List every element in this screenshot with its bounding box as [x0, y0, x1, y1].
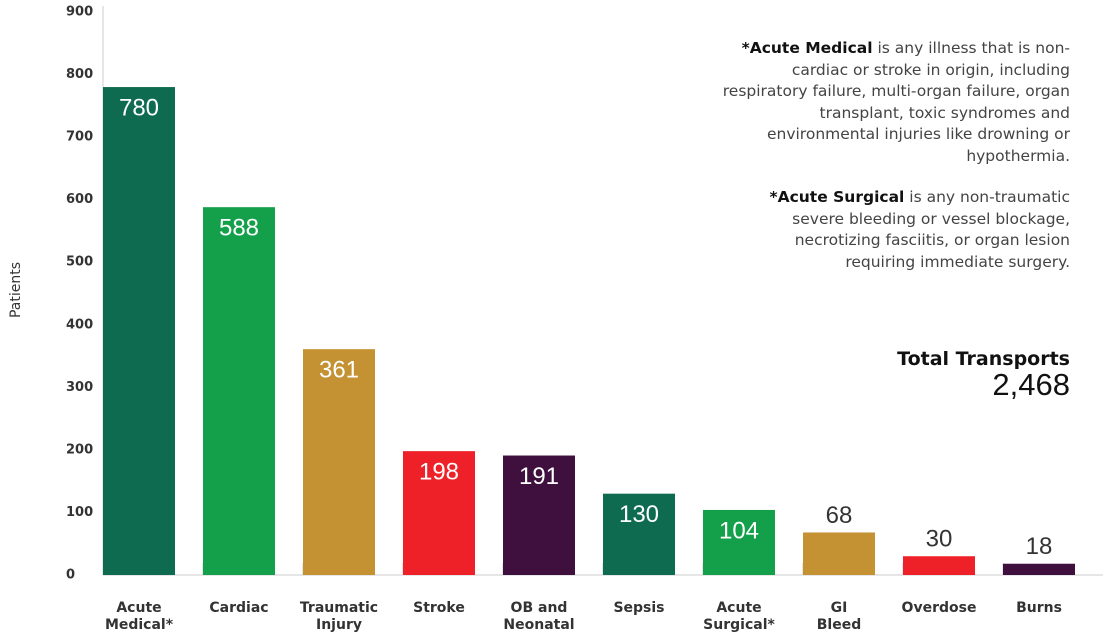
x-tick-label: OB and — [511, 600, 568, 616]
total-value: 2,468 — [992, 367, 1070, 402]
bar — [103, 87, 175, 576]
x-tick-label: Acute — [116, 600, 161, 616]
value-label: 68 — [826, 502, 853, 529]
value-label: 18 — [1026, 533, 1053, 560]
x-tick-label: Medical* — [105, 617, 174, 633]
value-label: 361 — [319, 357, 359, 384]
x-tick-label: Cardiac — [209, 600, 268, 616]
note-bold: *Acute Medical — [741, 39, 873, 57]
notes: *Acute Medical is any illness that is no… — [720, 38, 1070, 293]
value-label: 30 — [926, 526, 953, 553]
x-tick-label: Bleed — [817, 617, 861, 633]
x-tick-label: Acute — [716, 600, 761, 616]
bar — [403, 451, 475, 575]
value-label: 780 — [119, 94, 159, 121]
bar — [303, 349, 375, 575]
bar — [503, 455, 575, 575]
x-tick-label: Injury — [316, 617, 362, 633]
x-tick-label: Stroke — [413, 600, 465, 616]
total: Total Transports 2,468 — [897, 348, 1070, 400]
x-tick-label: Burns — [1016, 600, 1062, 616]
y-tick-label: 500 — [66, 255, 93, 270]
y-tick-label: 0 — [66, 568, 75, 583]
total-label: Total Transports — [897, 348, 1070, 370]
y-tick-label: 600 — [66, 192, 93, 207]
y-tick-label: 100 — [66, 505, 93, 520]
x-tick-label: GI — [831, 600, 848, 616]
x-tick-label: Neonatal — [503, 617, 574, 633]
y-tick-label: 800 — [66, 67, 93, 82]
y-tick-label: 300 — [66, 380, 93, 395]
y-tick-label: 700 — [66, 130, 93, 145]
bar — [603, 493, 675, 575]
x-tick-label: Traumatic — [300, 600, 378, 616]
value-label: 588 — [219, 215, 259, 242]
x-tick-label: Overdose — [902, 600, 977, 616]
y-tick-label: 200 — [66, 442, 93, 457]
value-label: 198 — [419, 458, 459, 485]
y-tick-label: 400 — [66, 317, 93, 332]
x-tick-label: Surgical* — [703, 617, 775, 633]
y-tick-label: 900 — [66, 5, 93, 20]
bar — [703, 509, 775, 575]
note-text: is any illness that is non-cardiac or st… — [722, 39, 1070, 165]
note: *Acute Medical is any illness that is no… — [720, 38, 1070, 167]
note: *Acute Surgical is any non-traumatic sev… — [720, 187, 1070, 273]
y-axis-label: Patients — [8, 262, 24, 318]
bar — [203, 207, 275, 575]
x-tick-label: Sepsis — [613, 600, 664, 616]
value-label: 104 — [719, 517, 759, 544]
bar — [903, 556, 975, 575]
value-label: 191 — [519, 463, 559, 490]
bar — [803, 532, 875, 575]
note-text: is any non-traumatic severe bleeding or … — [792, 188, 1070, 271]
value-label: 130 — [619, 501, 659, 528]
note-bold: *Acute Surgical — [769, 188, 905, 206]
bar — [1003, 563, 1075, 575]
